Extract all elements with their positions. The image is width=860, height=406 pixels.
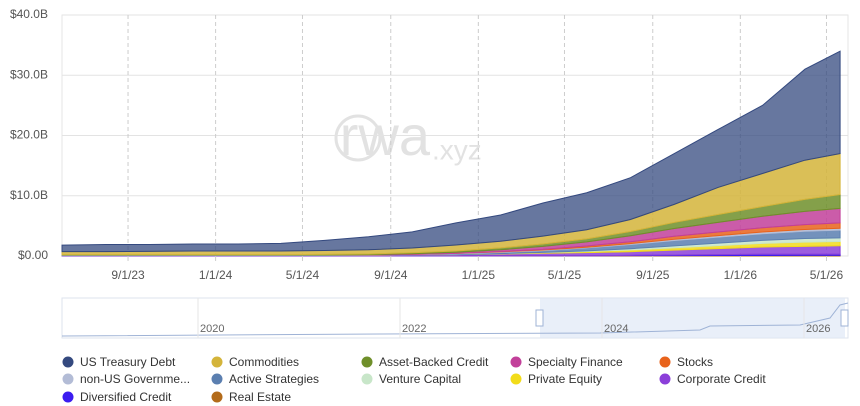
legend-marker [211, 373, 223, 385]
x-tick-label: 9/1/25 [636, 268, 670, 282]
x-tick-label: 5/1/25 [548, 268, 582, 282]
legend-label: Diversified Credit [80, 390, 172, 404]
x-tick-label: 1/1/26 [724, 268, 758, 282]
legend-marker [62, 373, 74, 385]
legend-label: Venture Capital [379, 372, 461, 386]
legend-marker [211, 356, 223, 368]
y-tick-label: $20.0B [10, 128, 48, 142]
legend-marker [361, 373, 373, 385]
x-tick-label: 5/1/24 [286, 268, 320, 282]
legend-label: Commodities [229, 355, 299, 369]
navigator-label: 2024 [604, 323, 628, 335]
legend-label: Real Estate [229, 390, 291, 404]
x-tick-label: 1/1/24 [199, 268, 233, 282]
watermark: .xyz [432, 134, 482, 165]
navigator-handle[interactable] [840, 309, 849, 327]
navigator-handle[interactable] [535, 309, 544, 327]
x-tick-label: 5/1/26 [810, 268, 844, 282]
x-tick-label: 9/1/23 [111, 268, 145, 282]
legend-label: non-US Governme... [80, 372, 190, 386]
navigator-selection[interactable] [540, 298, 845, 338]
navigator-label: 2020 [200, 323, 224, 335]
navigator-label: 2022 [402, 323, 426, 335]
y-tick-label: $30.0B [10, 67, 48, 81]
y-tick-label: $0.00 [18, 248, 48, 262]
legend-label: US Treasury Debt [80, 355, 176, 369]
watermark-logo [334, 114, 382, 162]
legend-label: Asset-Backed Credit [379, 355, 489, 369]
navigator-label: 2026 [806, 323, 830, 335]
legend-marker [211, 391, 223, 403]
legend-marker [659, 373, 671, 385]
x-tick-label: 1/1/25 [462, 268, 496, 282]
y-tick-label: $10.0B [10, 188, 48, 202]
legend-label: Corporate Credit [677, 372, 766, 386]
legend-label: Stocks [677, 355, 713, 369]
legend-marker [510, 356, 522, 368]
legend-marker [510, 373, 522, 385]
legend-label: Specialty Finance [528, 355, 623, 369]
navigator-line [61, 302, 849, 337]
legend-marker [361, 356, 373, 368]
x-tick-label: 9/1/24 [374, 268, 408, 282]
legend-label: Private Equity [528, 372, 602, 386]
area [61, 50, 841, 253]
legend-marker [62, 391, 74, 403]
legend-marker [62, 356, 74, 368]
y-tick-label: $40.0B [10, 7, 48, 21]
legend-label: Active Strategies [229, 372, 319, 386]
legend-marker [659, 356, 671, 368]
